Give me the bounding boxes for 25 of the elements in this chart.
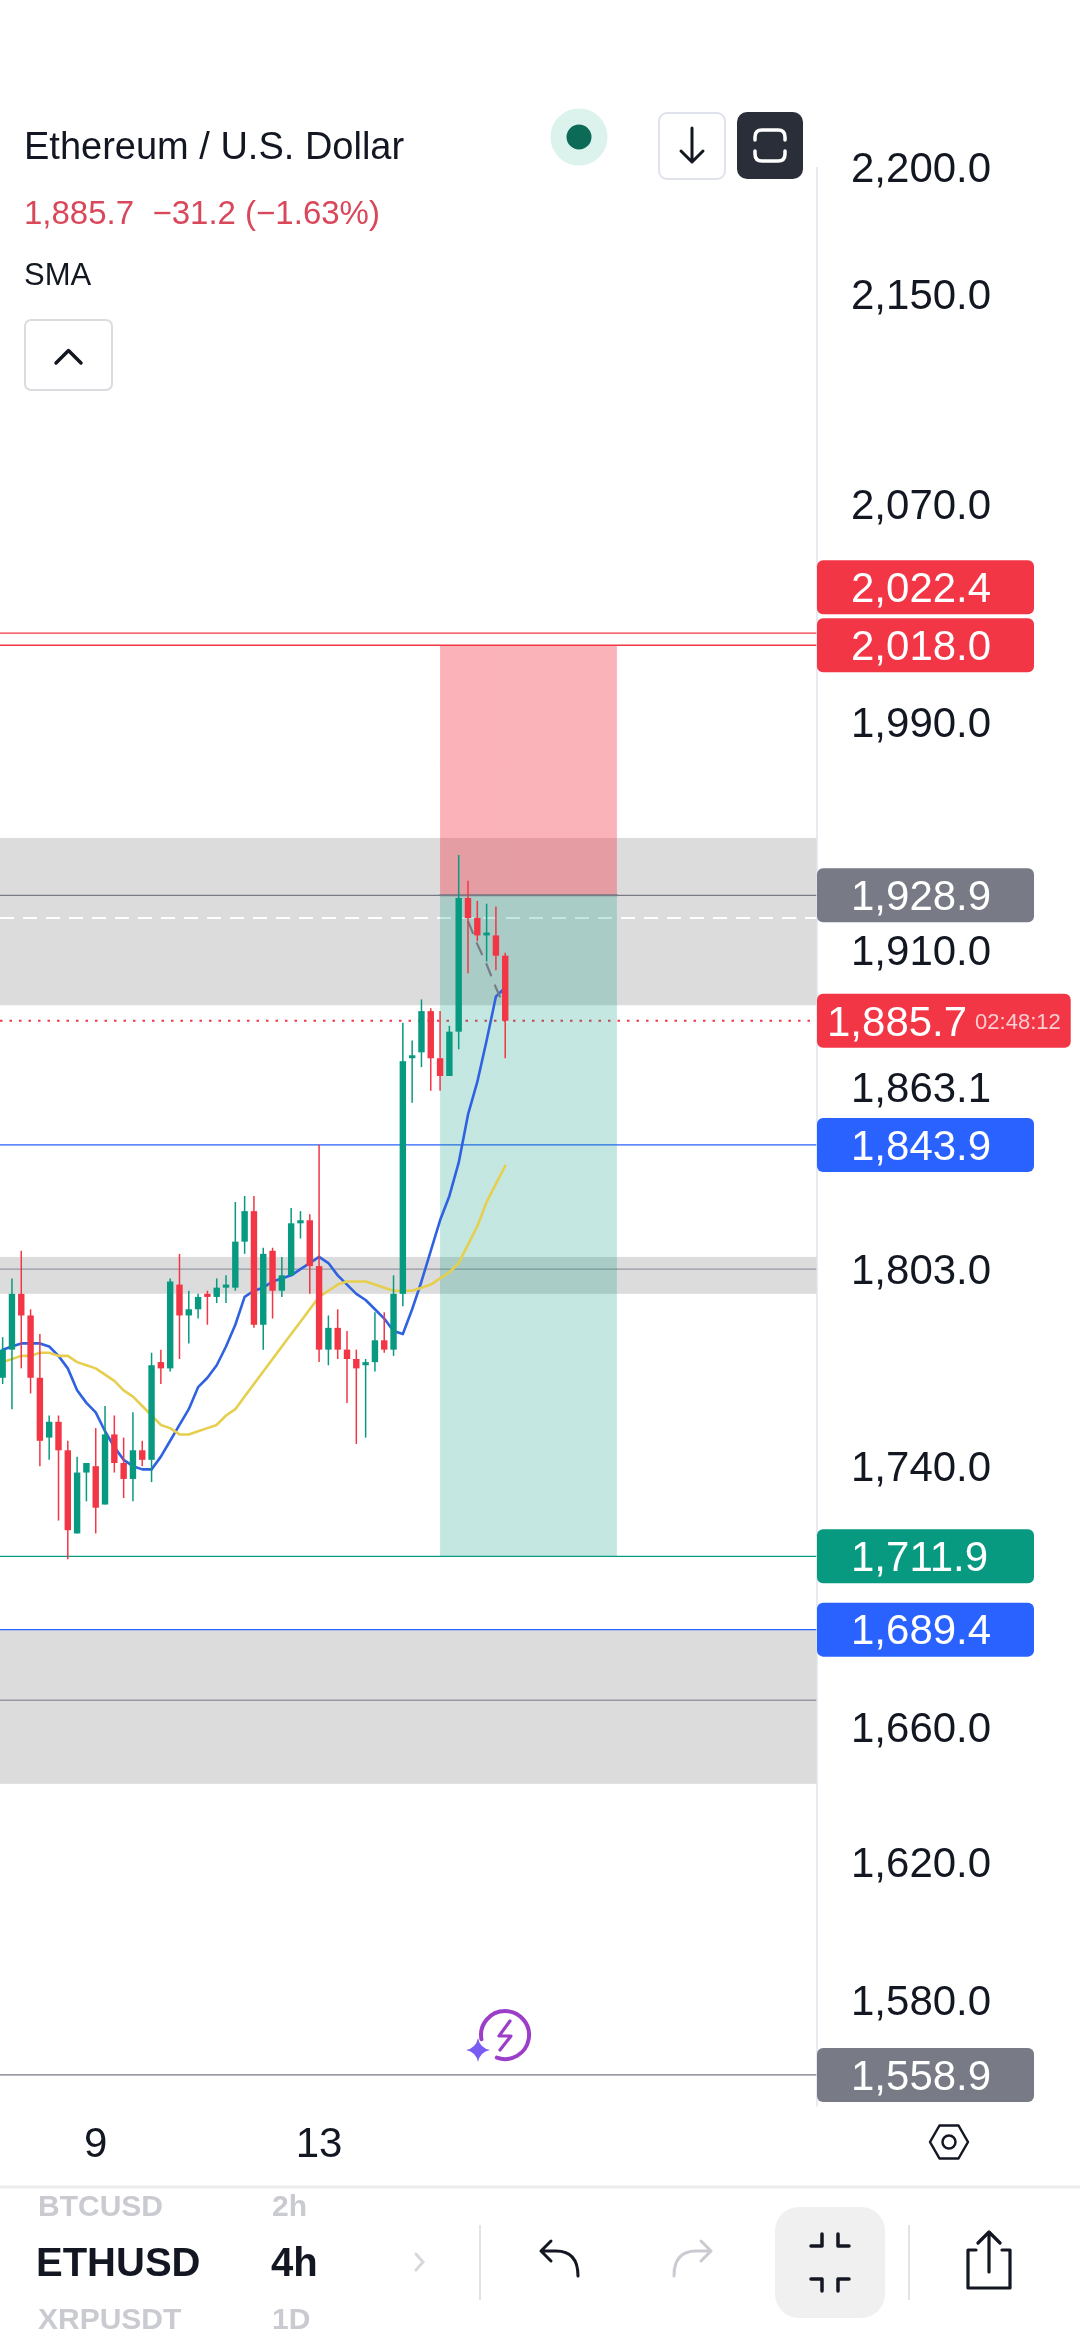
ref-line-label: 2,022.4 xyxy=(851,563,992,611)
annotation: SMA xyxy=(24,256,92,292)
text: 4h xyxy=(271,2240,318,2284)
y-tick-label: 1,620.0 xyxy=(851,1838,992,1886)
ref-line-label: 1,689.4 xyxy=(851,1606,992,1654)
ref-line-label: 1,803.0 xyxy=(851,1245,992,1293)
text: 1,885.7 −31.2 (−1.63%) xyxy=(24,193,380,231)
x-tick-label: 13 xyxy=(295,2118,343,2166)
ref-line-label: 1,711.9 xyxy=(851,1533,989,1581)
y-tick-label: 2,070.0 xyxy=(851,481,992,529)
text: ETHUSD xyxy=(36,2240,201,2284)
y-tick-label: 1,660.0 xyxy=(851,1703,992,1751)
y-tick-label: 1,863.1 xyxy=(851,1064,992,1112)
y-tick-label: 1,580.0 xyxy=(851,1977,992,2025)
y-tick-label: 1,740.0 xyxy=(851,1442,992,1490)
y-tick-label: 2,150.0 xyxy=(851,271,992,319)
x-tick-label: 9 xyxy=(84,2118,108,2166)
y-tick-label: 1,990.0 xyxy=(851,699,992,747)
ref-line-label: 1,928.9 xyxy=(851,872,992,920)
y-tick-label: 2,200.0 xyxy=(851,143,992,191)
ref-line-label: 1,843.9 xyxy=(851,1121,992,1169)
y-tick-label: 1,910.0 xyxy=(851,926,992,974)
ref-line-label: 1,558.9 xyxy=(851,2051,992,2099)
ref-line-label: 2,018.0 xyxy=(851,621,992,669)
chart-title: Ethereum / U.S. Dollar xyxy=(24,125,405,168)
